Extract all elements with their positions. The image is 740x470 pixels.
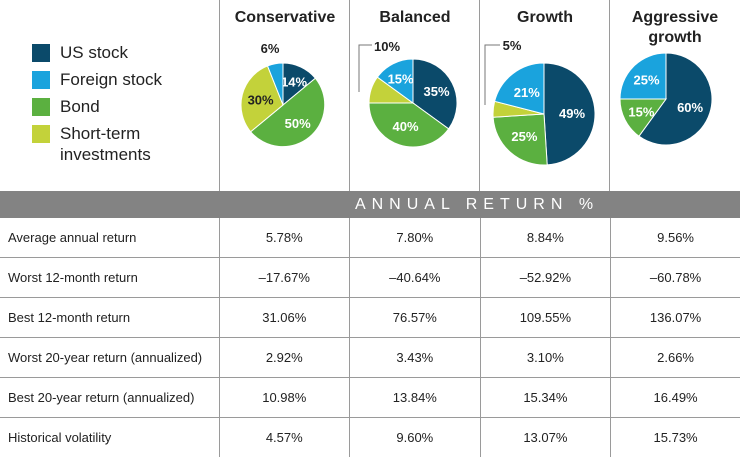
legend-swatch-bond: [32, 98, 50, 116]
leader-line: [484, 44, 500, 105]
pie-conservative: Conservative 14% 50% 30% 6%: [220, 0, 350, 191]
table-cell: 3.43%: [349, 337, 481, 378]
table-cell: 4.57%: [219, 417, 351, 457]
allocation-header: US stock Foreign stock Bond Short-term i…: [0, 0, 740, 191]
slice-label-bond: 50%: [285, 116, 311, 131]
pie-slice-foreign-stock: [619, 52, 667, 100]
slice-label-us-stock: 49%: [559, 106, 585, 121]
column-divider: [219, 0, 220, 191]
legend-swatch-foreign-stock: [32, 71, 50, 89]
table-cell: –40.64%: [349, 257, 481, 298]
pie-chart-growth: 49% 25% 5% 21%: [484, 38, 596, 166]
legend-label: Foreign stock: [60, 70, 163, 89]
slice-label-short-term-investments: 30%: [248, 92, 274, 107]
table-cell: 3.10%: [480, 337, 612, 378]
pie-slice-bond: [492, 113, 548, 166]
pie-growth: Growth 49% 25% 5% 21%: [480, 0, 610, 191]
table-row: Average annual return 5.78% 7.80% 8.84% …: [0, 218, 740, 258]
pie-slice-us-stock: [412, 58, 458, 130]
annual-return-banner: ANNUAL RETURN %: [0, 191, 740, 218]
table-cell: 2.92%: [219, 337, 351, 378]
table-cell: 136.07%: [610, 297, 740, 338]
table-cell: 10.98%: [219, 377, 351, 418]
column-divider: [479, 0, 480, 191]
slice-label-us-stock: 60%: [677, 100, 703, 115]
pie-chart-balanced: 35% 40% 10% 15%: [358, 39, 458, 148]
slice-label-bond: 40%: [392, 119, 418, 134]
legend: US stock Foreign stock Bond Short-term i…: [32, 42, 200, 171]
table-cell: 16.49%: [610, 377, 740, 418]
table-cell: 15.34%: [480, 377, 612, 418]
table-cell: 5.78%: [219, 218, 351, 258]
pie-slice-us-stock: [543, 62, 596, 166]
column-divider: [349, 0, 350, 191]
pie-slice-short-term-investments: [240, 65, 284, 133]
table-cell: 31.06%: [219, 297, 351, 338]
slice-label-foreign-stock: 15%: [388, 72, 414, 87]
table-cell: 15.73%: [653, 430, 698, 445]
table-cell: 109.55%: [480, 297, 612, 338]
table-cell: 7.80%: [349, 218, 481, 258]
pie-title: Conservative: [234, 9, 336, 26]
legend-item-us-stock: US stock: [32, 42, 200, 63]
pie-slice-foreign-stock: [493, 62, 545, 115]
pie-slice-us-stock: [638, 52, 713, 146]
legend-item-short-term: Short-term investments: [32, 123, 200, 165]
pie-slice-bond: [249, 77, 326, 148]
pie-chart-conservative: 14% 50% 30% 6%: [240, 41, 326, 148]
row-label: Historical volatility: [0, 417, 220, 457]
slice-label-foreign-stock: 6%: [261, 41, 280, 56]
table-cell: 9.56%: [610, 218, 740, 258]
table-cell: –17.67%: [219, 257, 351, 298]
table-cell: –52.92%: [480, 257, 612, 298]
pie-chart-aggressive-growth: 60% 15% 25%: [619, 52, 713, 146]
legend-label: US stock: [60, 43, 129, 62]
returns-table: Average annual return 5.78% 7.80% 8.84% …: [0, 218, 740, 457]
legend-label: Bond: [60, 97, 100, 116]
legend-item-bond: Bond: [32, 96, 200, 117]
pie-slice-foreign-stock: [376, 58, 414, 104]
row-label: Best 20-year return (annualized): [0, 377, 220, 418]
slice-label-us-stock: 35%: [423, 84, 449, 99]
legend-label: Short-term investments: [60, 124, 151, 164]
slice-label-us-stock: 14%: [281, 74, 307, 89]
table-row: Historical volatility 4.57% 9.60% 13.07%…: [0, 417, 740, 457]
legend-swatch-us-stock: [32, 44, 50, 62]
table-cell: –60.78%: [610, 257, 740, 298]
column-divider: [609, 0, 610, 191]
table-row: Best 20-year return (annualized) 10.98% …: [0, 377, 740, 418]
table-cell: 8.84%: [480, 218, 612, 258]
slice-label-bond: 25%: [511, 129, 537, 144]
row-label: Worst 20-year return (annualized): [0, 337, 220, 378]
table-row: Best 12-month return 31.06% 76.57% 109.5…: [0, 297, 740, 338]
pie-slice-foreign-stock: [266, 62, 284, 106]
slice-label-foreign-stock: 25%: [633, 73, 659, 88]
pie-title: Aggressive growth: [610, 8, 740, 48]
table-cell: 13.84%: [349, 377, 481, 418]
leader-line: [358, 44, 372, 92]
slice-label-short-term-investments: 10%: [374, 39, 400, 54]
pie-balanced: Balanced 35% 40% 10% 15%: [350, 0, 480, 191]
pie-title: Growth: [517, 9, 573, 26]
table-cell: 9.60%: [349, 417, 481, 457]
slice-label-short-term-investments: 5%: [503, 38, 522, 53]
pie-aggressive-growth: Aggressive growth 60% 15% 25%: [610, 0, 740, 191]
row-label: Average annual return: [0, 218, 220, 258]
legend-swatch-short-term: [32, 125, 50, 143]
table-row: Worst 20-year return (annualized) 2.92% …: [0, 337, 740, 378]
slice-label-foreign-stock: 21%: [514, 85, 540, 100]
row-label: Best 12-month return: [0, 297, 220, 338]
row-label: Worst 12-month return: [0, 257, 220, 298]
pie-title-text: Aggressive growth: [631, 9, 719, 46]
table-cell: 2.66%: [610, 337, 740, 378]
banner-text: ANNUAL RETURN %: [354, 196, 600, 213]
slice-label-bond: 15%: [628, 105, 654, 120]
table-cell: 76.57%: [349, 297, 481, 338]
table-row: Worst 12-month return –17.67% –40.64% –5…: [0, 257, 740, 298]
table-cell: 13.07%: [480, 417, 612, 457]
legend-item-foreign-stock: Foreign stock: [32, 69, 200, 90]
pie-title: Balanced: [379, 9, 451, 26]
pie-slice-bond: [368, 102, 450, 148]
